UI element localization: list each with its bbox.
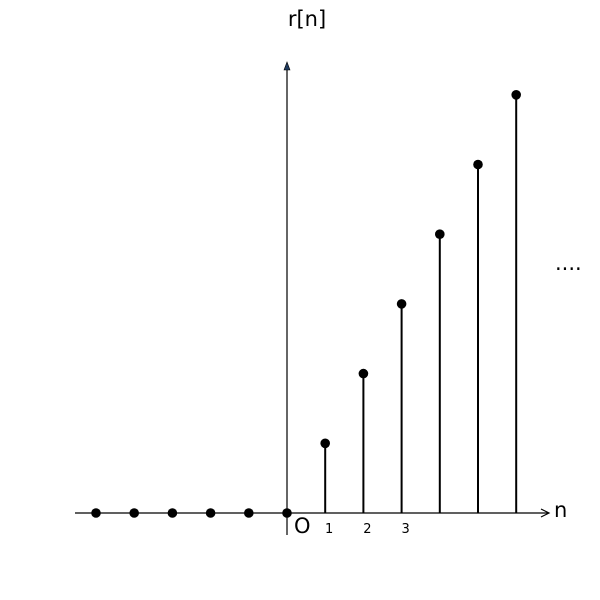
stem-marker [282, 508, 292, 518]
stem-marker [473, 159, 483, 170]
tick-labels-group: 1 2 3 [325, 522, 410, 537]
x-axis-arrow [540, 508, 551, 518]
stem-marker [435, 229, 445, 239]
stem-marker [320, 438, 331, 449]
origin-label: O [294, 514, 311, 538]
stems-group [91, 90, 521, 518]
y-axis-label: r[n] [288, 7, 326, 31]
stem-marker [205, 508, 216, 518]
stem-marker [396, 299, 407, 309]
stem-marker [244, 508, 254, 518]
x-axis-label: n [554, 498, 567, 522]
x-tick-label: 2 [363, 522, 371, 537]
y-axis-arrow [283, 61, 291, 71]
stem-marker [167, 508, 178, 518]
continuation-ellipsis: .... [555, 251, 582, 275]
stem-marker [129, 508, 139, 518]
stem-marker [91, 508, 101, 518]
x-tick-label: 1 [325, 522, 333, 537]
stem-marker [358, 368, 369, 379]
x-tick-label: 3 [401, 522, 409, 537]
stem-marker [511, 90, 521, 100]
axes [75, 61, 551, 535]
